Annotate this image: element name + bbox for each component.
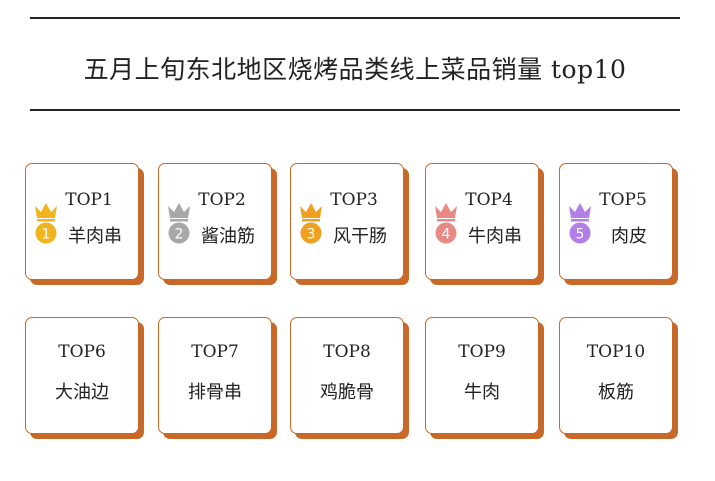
rank-card: 3 TOP3 风干肠 <box>290 163 404 280</box>
rank-label: TOP1 <box>65 190 113 210</box>
rank-card: 1 TOP1 羊肉串 <box>25 163 139 280</box>
svg-text:1: 1 <box>42 227 51 243</box>
rank-card: TOP7 排骨串 <box>158 317 272 434</box>
rank-card: TOP10 板筋 <box>559 317 673 434</box>
top-rule <box>30 17 680 19</box>
svg-text:3: 3 <box>307 227 316 243</box>
dish-name: 大油边 <box>55 382 109 403</box>
rank-card: TOP9 牛肉 <box>425 317 539 434</box>
rank-label: TOP4 <box>465 190 513 210</box>
dish-name: 风干肠 <box>333 226 387 247</box>
rank-card: 4 TOP4 牛肉串 <box>425 163 539 280</box>
rank-label: TOP6 <box>58 342 106 362</box>
rank-card: 5 TOP5 肉皮 <box>559 163 673 280</box>
rank-label: TOP8 <box>323 342 371 362</box>
dish-name: 牛肉串 <box>468 226 522 247</box>
dish-name: 羊肉串 <box>68 226 122 247</box>
dish-name: 板筋 <box>598 382 634 403</box>
rank-label: TOP3 <box>330 190 378 210</box>
svg-text:2: 2 <box>175 227 184 243</box>
page-title: 五月上旬东北地区烧烤品类线上菜品销量 top10 <box>83 55 627 84</box>
dish-name: 牛肉 <box>464 382 500 403</box>
crown-medal-icon: 5 <box>569 203 591 244</box>
rank-card: 2 TOP2 酱油筋 <box>158 163 272 280</box>
svg-text:4: 4 <box>442 227 451 243</box>
crown-medal-icon: 4 <box>435 203 457 244</box>
rank-card: TOP8 鸡脆骨 <box>290 317 404 434</box>
dish-name: 酱油筋 <box>201 226 255 247</box>
svg-text:5: 5 <box>576 227 585 243</box>
rank-label: TOP7 <box>191 342 239 362</box>
crown-medal-icon: 2 <box>168 203 190 244</box>
rank-label: TOP9 <box>458 342 506 362</box>
crown-medal-icon: 3 <box>300 203 322 244</box>
crown-medal-icon: 1 <box>35 203 57 244</box>
rank-label: TOP5 <box>599 190 647 210</box>
rank-label: TOP2 <box>198 190 246 210</box>
dish-name: 肉皮 <box>611 226 647 247</box>
rank-card: TOP6 大油边 <box>25 317 139 434</box>
bottom-rule <box>30 109 680 111</box>
rank-label: TOP10 <box>586 342 646 362</box>
dish-name: 鸡脆骨 <box>320 382 374 403</box>
dish-name: 排骨串 <box>188 382 242 403</box>
